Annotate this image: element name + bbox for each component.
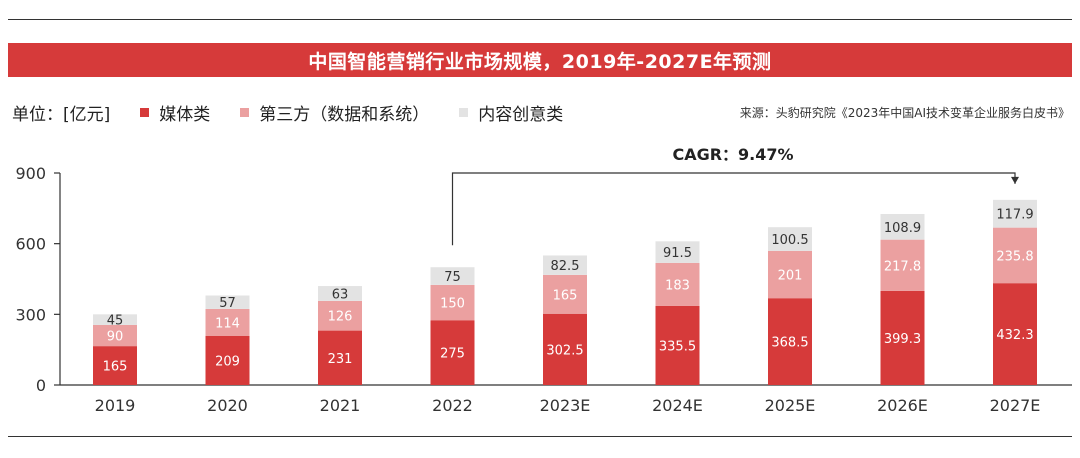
bar-segment (880, 213, 925, 240)
bar-segment (655, 305, 700, 385)
y-tick-label: 600 (15, 235, 46, 254)
bar-segment (430, 284, 475, 321)
x-tick-label: 2022 (432, 396, 473, 415)
bar-segment (993, 227, 1037, 284)
bar-segment (93, 314, 137, 325)
x-tick-label: 2027E (990, 396, 1041, 415)
data-label: 217.8 (884, 259, 921, 274)
bar-segment (880, 239, 925, 291)
legend-item-content: 内容创意类 (459, 100, 563, 125)
data-label: 235.8 (996, 249, 1033, 264)
legend-label-media: 媒体类 (159, 104, 211, 125)
cagr-label: CAGR：9.47% (672, 145, 793, 164)
bar-segment (430, 267, 475, 285)
cagr-arrowhead (1011, 176, 1019, 184)
bar-segment (318, 330, 362, 385)
cagr-annotation: CAGR：9.47% (451, 145, 1019, 246)
data-label: 335.5 (659, 339, 696, 354)
x-tick-label: 2025E (765, 396, 816, 415)
bar-segment (655, 241, 700, 263)
legend-item-media: 媒体类 (140, 100, 210, 125)
bar-segment (768, 250, 812, 299)
legend-label-content: 内容创意类 (478, 104, 564, 125)
y-tick-label: 300 (15, 305, 46, 324)
legend-item-third-party: 第三方（数据和系统） (240, 100, 429, 125)
bar-segment (205, 308, 250, 336)
data-label: 45 (107, 314, 124, 329)
y-tick-label: 0 (36, 376, 46, 395)
y-tick-label: 900 (15, 164, 46, 183)
data-label: 90 (107, 330, 124, 345)
unit-label: 单位：[亿元] (12, 104, 111, 125)
data-label: 302.5 (546, 343, 583, 358)
x-tick-label: 2020 (207, 396, 248, 415)
data-label: 165 (553, 288, 578, 303)
bar-segment (543, 313, 587, 385)
x-tick-label: 2021 (320, 396, 361, 415)
bar-segment (205, 335, 250, 385)
x-tick-label: 2019 (95, 396, 136, 415)
data-label: 231 (328, 352, 353, 367)
data-label: 63 (332, 287, 349, 302)
bar-segment (205, 295, 250, 309)
bar-segment (880, 290, 925, 385)
x-tick-label: 2023E (540, 396, 591, 415)
data-label: 165 (103, 360, 128, 375)
bar-segment (430, 320, 475, 385)
bar-segment (993, 283, 1037, 385)
data-label: 209 (215, 354, 240, 369)
data-label: 126 (328, 310, 353, 325)
x-axis-labels: 2019 2020 2021 2022 2023E 2024E 2025E 2026E 2027… (95, 396, 1041, 415)
data-label: 399.3 (884, 332, 921, 347)
data-label: 82.5 (551, 259, 580, 274)
bar-segment (318, 286, 362, 301)
data-label: 108.9 (884, 221, 921, 236)
data-label: 91.5 (663, 246, 692, 261)
legend-swatch-third-party (240, 107, 250, 117)
data-label: 100.5 (771, 233, 808, 248)
bar-segment (768, 298, 812, 385)
bar-segment (543, 255, 587, 275)
bar-segment (93, 346, 137, 385)
bar-segment (93, 324, 137, 347)
data-label: 117.9 (996, 208, 1033, 223)
legend-swatch-media (140, 107, 150, 117)
bar-segment (543, 274, 587, 314)
data-label: 183 (665, 278, 690, 293)
x-tick-label: 2024E (652, 396, 703, 415)
bar-segment (318, 300, 362, 331)
chart-title: 中国智能营销行业市场规模，2019年-2027E年预测 (8, 43, 1072, 77)
bar-segment (993, 199, 1037, 228)
cagr-bracket (451, 172, 1016, 246)
data-label: 75 (444, 270, 461, 285)
data-label: 201 (778, 269, 803, 284)
source-note: 来源：头豹研究院《2023年中国AI技术变革企业服务白皮书》 (739, 106, 1070, 120)
data-label: 114 (215, 316, 240, 331)
x-tick-label: 2026E (877, 396, 928, 415)
legend: 单位：[亿元] 媒体类 第三方（数据和系统） 内容创意类 (12, 100, 593, 125)
bar-segment (655, 262, 700, 306)
data-label: 275 (440, 347, 465, 362)
data-label: 57 (219, 296, 236, 311)
data-label: 432.3 (996, 328, 1033, 343)
top-divider (8, 19, 1072, 20)
legend-label-third-party: 第三方（数据和系统） (259, 104, 430, 125)
bar-segment (768, 227, 812, 251)
legend-swatch-content (459, 107, 469, 117)
data-label: 150 (440, 297, 465, 312)
bottom-divider (8, 436, 1072, 437)
data-label: 368.5 (771, 336, 808, 351)
